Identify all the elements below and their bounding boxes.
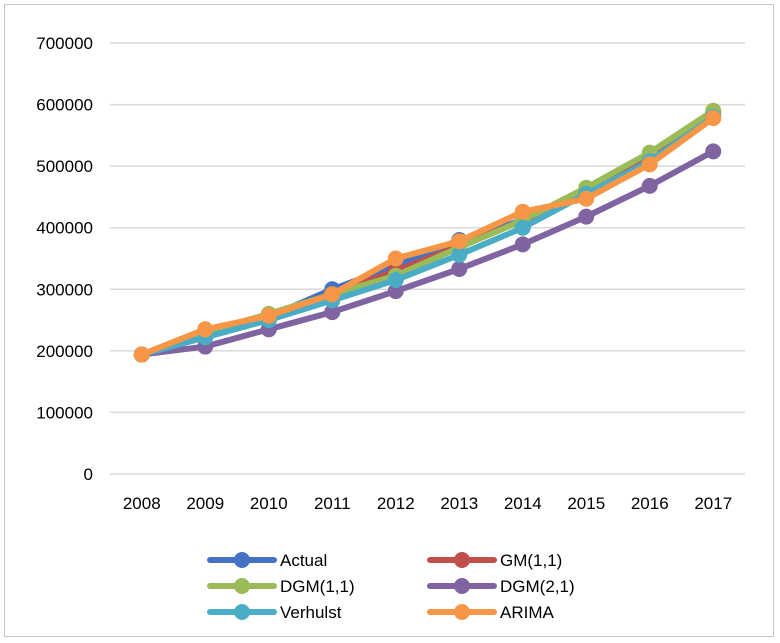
- legend: Actual GM(1,1) DGM(1,1) DGM(2,1) Verhulst ARI…: [207, 551, 575, 622]
- x-tick-label: 2012: [377, 494, 415, 513]
- x-tick-label: 2016: [631, 494, 669, 513]
- legend-swatch-marker: [234, 552, 250, 568]
- data-point: [641, 177, 658, 194]
- legend-label: DGM(1,1): [280, 577, 355, 596]
- series-line: [138, 113, 717, 358]
- x-tick-label: 2015: [567, 494, 605, 513]
- series-arima: [133, 110, 722, 363]
- data-point: [514, 236, 531, 253]
- data-point: [514, 203, 531, 220]
- data-point: [260, 307, 277, 324]
- y-tick-label: 500000: [36, 157, 93, 176]
- legend-label: ARIMA: [500, 603, 555, 622]
- legend-item: GM(1,1): [427, 551, 562, 570]
- y-tick-label: 0: [84, 465, 93, 484]
- data-point: [451, 233, 468, 250]
- data-point: [387, 283, 404, 300]
- x-axis-ticks: 2008 2009 2010 2011 2012 2013 2014 2015 2016 2017: [123, 494, 732, 513]
- x-tick-label: 2017: [694, 494, 732, 513]
- legend-label: DGM(2,1): [500, 577, 575, 596]
- data-point: [197, 321, 214, 338]
- y-tick-label: 700000: [36, 34, 93, 53]
- series-line: [138, 110, 717, 358]
- series-line: [138, 108, 717, 358]
- x-tick-label: 2008: [123, 494, 161, 513]
- data-point: [387, 250, 404, 267]
- legend-item: ARIMA: [427, 603, 555, 622]
- legend-label: Actual: [280, 551, 327, 570]
- x-tick-label: 2014: [504, 494, 542, 513]
- data-point: [451, 246, 468, 263]
- data-point: [324, 304, 341, 321]
- chart-frame: [4, 4, 774, 637]
- data-point: [133, 346, 150, 363]
- series-group: [133, 102, 722, 363]
- series-line: [138, 148, 717, 358]
- y-tick-label: 300000: [36, 280, 93, 299]
- legend-swatch-marker: [234, 604, 250, 620]
- series-line: [138, 115, 717, 358]
- y-tick-label: 100000: [36, 403, 93, 422]
- y-axis-ticks: 0 100000 200000 300000 400000 500000 600000 700…: [36, 34, 93, 484]
- series-line: [138, 107, 717, 358]
- y-tick-label: 400000: [36, 219, 93, 238]
- data-point: [705, 143, 722, 160]
- legend-swatch-marker: [234, 578, 250, 594]
- x-tick-label: 2010: [250, 494, 288, 513]
- legend-item: Actual: [207, 551, 327, 570]
- data-point: [641, 156, 658, 173]
- data-point: [578, 190, 595, 207]
- x-tick-label: 2013: [440, 494, 478, 513]
- data-point: [451, 260, 468, 277]
- legend-swatch-marker: [454, 552, 470, 568]
- data-point: [387, 272, 404, 289]
- legend-item: DGM(2,1): [427, 577, 575, 596]
- legend-label: Verhulst: [280, 603, 342, 622]
- data-point: [705, 110, 722, 127]
- x-tick-label: 2009: [186, 494, 224, 513]
- legend-item: Verhulst: [207, 603, 342, 622]
- legend-swatch-marker: [454, 604, 470, 620]
- legend-label: GM(1,1): [500, 551, 562, 570]
- x-tick-label: 2011: [314, 494, 351, 513]
- legend-swatch-marker: [454, 578, 470, 594]
- y-tick-label: 600000: [36, 96, 93, 115]
- data-point: [324, 286, 341, 303]
- data-point: [578, 208, 595, 225]
- legend-item: DGM(1,1): [207, 577, 355, 596]
- data-point: [514, 219, 531, 236]
- y-tick-label: 200000: [36, 342, 93, 361]
